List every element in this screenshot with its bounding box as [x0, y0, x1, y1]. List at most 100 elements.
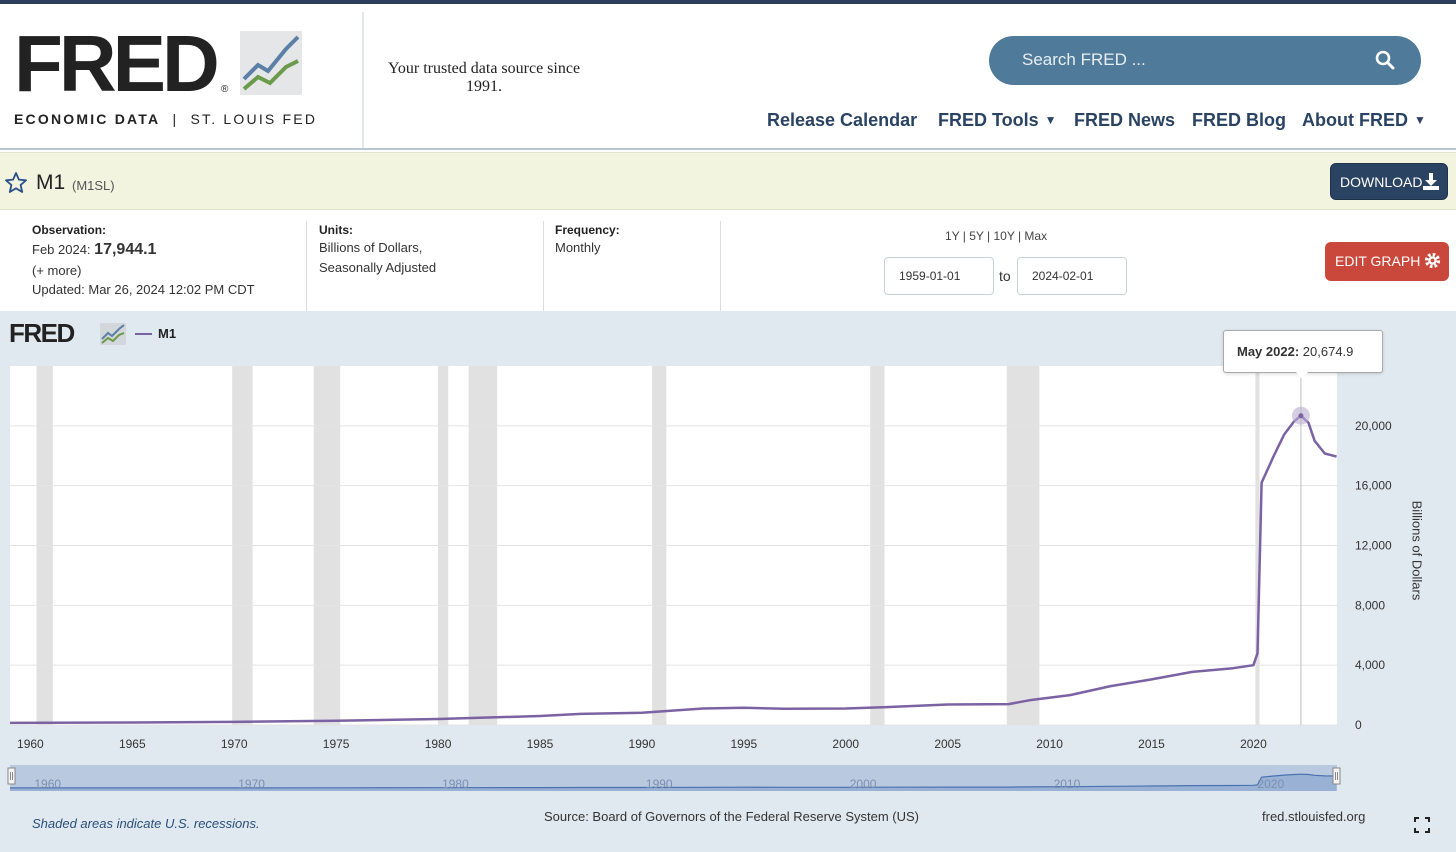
x-tick-label: 1970 [221, 737, 248, 751]
graph-fred-logo-chart-icon [100, 323, 126, 345]
navigator-label: 2000 [850, 777, 877, 791]
nav-label: About FRED [1302, 110, 1408, 130]
navigator-handle[interactable] [7, 767, 16, 785]
search-bar[interactable]: Search FRED ... [989, 36, 1421, 85]
download-button[interactable]: DOWNLOAD [1330, 163, 1448, 200]
series-id: (M1SL) [72, 178, 115, 193]
edit-graph-label: EDIT GRAPH [1335, 253, 1421, 269]
logo-sub-economic-data: ECONOMIC DATA [14, 111, 161, 127]
y-tick-label: 0 [1355, 718, 1362, 732]
x-tick-label: 2010 [1036, 737, 1063, 751]
x-tick-label: 2000 [832, 737, 859, 751]
search-input[interactable]: Search FRED ... [1022, 50, 1146, 69]
navigator-label: 2020 [1257, 777, 1284, 791]
units-label: Units: [319, 223, 353, 237]
tooltip-value: 20,674.9 [1302, 344, 1354, 359]
nav-label: FRED News [1074, 110, 1176, 130]
source-text: Source: Board of Governors of the Federa… [544, 809, 919, 824]
x-tick-label: 1975 [323, 737, 350, 751]
fred-logo-wordmark[interactable]: FRED [14, 19, 220, 108]
registered-mark: ® [221, 84, 229, 95]
nav-fred-blog[interactable]: FRED Blog [1192, 110, 1286, 134]
series-meta: Observation: Feb 2024: 17,944.1 (+ more)… [0, 211, 1456, 311]
chevron-down-icon: ▼ [1044, 113, 1057, 127]
nav-label: Release Calendar [767, 110, 918, 130]
edit-graph-button[interactable]: EDIT GRAPH [1325, 242, 1449, 281]
x-tick-label: 1980 [425, 737, 452, 751]
y-tick-label: 4,000 [1355, 658, 1385, 672]
fred-logo-chart-icon[interactable] [240, 31, 302, 95]
navigator-handle[interactable] [1332, 767, 1341, 785]
nav-about-fred[interactable]: About FRED ▼ [1302, 110, 1426, 134]
x-tick-label: 1965 [119, 737, 146, 751]
y-tick-label: 20,000 [1355, 419, 1392, 433]
graph-fred-logo: FRED [9, 318, 75, 348]
observation-line: Feb 2024: 17,944.1 [32, 240, 156, 260]
units-line1: Billions of Dollars, [319, 240, 423, 255]
tooltip-date: May 2022: [1237, 344, 1300, 359]
x-tick-label: 2020 [1240, 737, 1267, 751]
series-title: M1 [36, 171, 66, 194]
site-header: FRED ® ECONOMIC DATA | ST. LOUIS FED You… [0, 4, 1456, 150]
x-tick-label: 1995 [730, 737, 757, 751]
logo-sub-separator: | [172, 111, 179, 127]
download-label: DOWNLOAD [1340, 174, 1423, 190]
tagline: Your trusted data source since 1991. [387, 60, 581, 95]
chevron-down-icon: ▼ [1413, 113, 1426, 127]
m1-line-chart[interactable]: 04,0008,00012,00016,00020,000,0001960196… [0, 311, 1456, 852]
end-date-input[interactable]: 2024-02-01 [1017, 257, 1127, 295]
y-axis-title: Billions of Dollars [1409, 500, 1425, 601]
star-icon[interactable] [4, 171, 28, 195]
range-buttons[interactable]: 1Y | 5Y | 10Y | Max [945, 229, 1048, 243]
to-label: to [999, 268, 1011, 284]
series-line-m1 [9, 414, 1337, 725]
units-line2: Seasonally Adjusted [319, 260, 437, 275]
nav-label: FRED Blog [1192, 110, 1286, 130]
navigator-series-line [10, 773, 1337, 789]
navigator-label: 1960 [34, 777, 61, 791]
observation-date: Feb 2024: [32, 242, 91, 257]
logo-subtitle: ECONOMIC DATA | ST. LOUIS FED [14, 111, 317, 127]
tooltip-caret [1296, 372, 1308, 379]
nav-label: FRED Tools [938, 110, 1039, 130]
more-observations-link[interactable]: (+ more) [32, 263, 82, 278]
nav-fred-news[interactable]: FRED News [1074, 110, 1175, 134]
navigator-label: 2010 [1054, 777, 1081, 791]
series-title-bar: M1 (M1SL) DOWNLOAD [0, 152, 1456, 210]
y-tick-label: 12,000 [1355, 539, 1392, 553]
observation-value: 17,944.1 [94, 241, 157, 258]
search-icon[interactable] [1375, 50, 1395, 70]
nav-fred-tools[interactable]: FRED Tools ▼ [938, 110, 1057, 134]
x-tick-label: 1985 [527, 737, 554, 751]
navigator-label: 1980 [442, 777, 469, 791]
legend-swatch [135, 333, 152, 335]
fullscreen-icon[interactable] [1414, 817, 1430, 833]
x-tick-label: 1960 [17, 737, 44, 751]
logo-sub-st-louis-fed: ST. LOUIS FED [190, 111, 318, 127]
meta-divider [306, 221, 307, 311]
legend-label[interactable]: M1 [158, 326, 177, 341]
top-accent-bar [0, 0, 1456, 4]
frequency-value: Monthly [555, 240, 601, 255]
nav-release-calendar[interactable]: Release Calendar [767, 110, 917, 134]
updated-text: Updated: Mar 26, 2024 12:02 PM CDT [32, 282, 255, 297]
x-tick-label: 1990 [629, 737, 656, 751]
y-tick-label: 16,000 [1355, 479, 1392, 493]
recession-footnote: Shaded areas indicate U.S. recessions. [32, 816, 260, 831]
graph-panel: FRED M1 04,0008,00012,00016,00020,000,00… [0, 311, 1456, 852]
navigator-label: 1990 [646, 777, 673, 791]
site-link[interactable]: fred.stlouisfed.org [1262, 809, 1366, 824]
meta-divider [720, 221, 721, 311]
hover-point [1298, 413, 1304, 419]
x-tick-label: 2005 [934, 737, 961, 751]
gear-icon [1424, 252, 1441, 269]
frequency-label: Frequency: [555, 223, 620, 237]
y-tick-label: 8,000 [1355, 598, 1385, 612]
x-tick-label: 2015 [1138, 737, 1165, 751]
download-icon [1423, 173, 1439, 190]
start-date-input[interactable]: 1959-01-01 [884, 257, 994, 295]
meta-divider [543, 221, 544, 311]
observation-label: Observation: [32, 223, 107, 237]
navigator-label: 1970 [238, 777, 265, 791]
chart-tooltip: May 2022: 20,674.9 [1223, 330, 1383, 373]
